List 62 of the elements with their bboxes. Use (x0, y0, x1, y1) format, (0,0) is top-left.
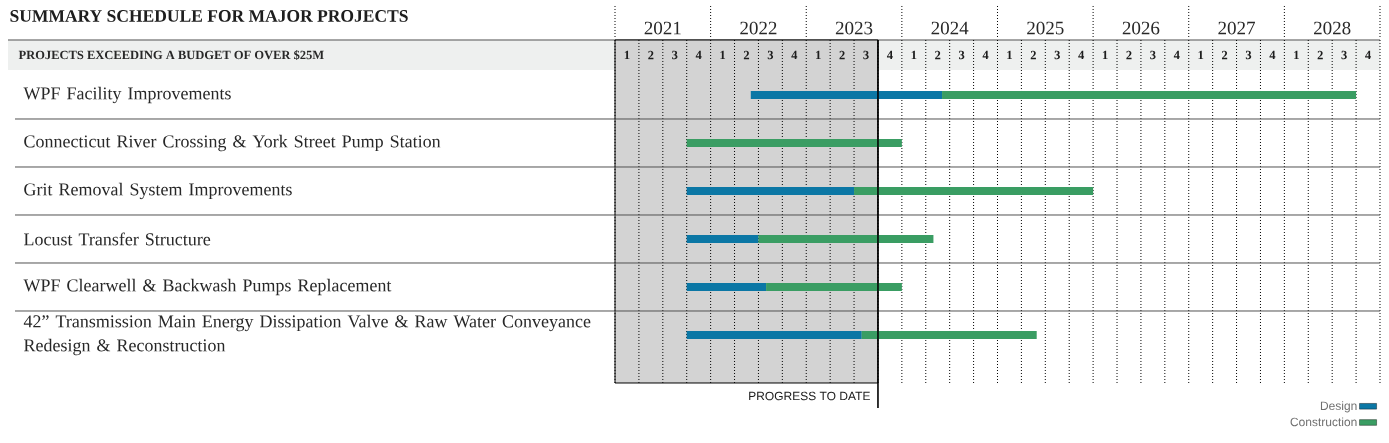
bar (942, 90, 1357, 100)
x-tick-label: 2024 (931, 21, 969, 35)
text: 4 (982, 50, 989, 60)
x-tick-label: 2027 (1218, 21, 1256, 35)
text: 1 (720, 50, 726, 60)
text: 1 (816, 50, 821, 60)
text: 3 (672, 50, 678, 60)
y-tick-label: Connecticut River Crossing & York Street Pump Station (24, 134, 441, 152)
text: 3 (863, 50, 869, 60)
text: 2 (935, 50, 941, 60)
x-tick-label: 2025 (1027, 21, 1064, 35)
y-tick-label: 42” Transmission Main Energy Dissipation Valve & Raw Water Conveyance Redesign & Reconstruction (23, 314, 591, 356)
y-tick-label: Grit Removal System Improvements (24, 182, 292, 200)
bar (861, 330, 1037, 340)
text: 4 (791, 50, 798, 60)
bar (750, 90, 943, 100)
text: 2 (1221, 50, 1228, 60)
y-tick-label: WPF Clearwell & Backwash Pumps Replacement (23, 278, 392, 296)
text: 3 (1150, 50, 1156, 60)
text: 1 (1198, 50, 1204, 60)
text: 4 (695, 50, 702, 60)
text: 3 (1341, 50, 1347, 60)
text: 2 (1030, 50, 1036, 60)
text: 1 (1294, 50, 1299, 60)
legend-label: Design (1320, 401, 1357, 413)
text: 2 (648, 50, 654, 60)
text: 4 (1173, 50, 1180, 60)
text: PROJECTS EXCEEDING A BUDGET OF OVER $25M (18, 49, 324, 60)
ref-line-label: PROGRESS TO DATE (749, 391, 870, 401)
text: 4 (1365, 50, 1371, 60)
text: 4 (886, 50, 893, 60)
x-tick-label: 2026 (1122, 21, 1160, 35)
text: 2 (1126, 50, 1132, 60)
y-tick-label: Locust Transfer Structure (23, 232, 211, 246)
bar (854, 186, 1094, 196)
text: 3 (1054, 50, 1060, 60)
text: 3 (958, 50, 965, 60)
x-tick-label: 2028 (1314, 21, 1351, 35)
bar (686, 186, 855, 196)
bar (686, 234, 759, 244)
bar (686, 282, 767, 292)
bar (766, 282, 902, 292)
text: 4 (1078, 50, 1085, 60)
text: 1 (911, 50, 917, 60)
text: 2 (743, 50, 750, 60)
x-tick-label: 2022 (740, 21, 777, 35)
text: 1 (1007, 50, 1012, 60)
legend-label: Construction (1290, 417, 1357, 427)
x-tick-label: 2021 (644, 21, 681, 35)
text: 1 (1102, 50, 1108, 60)
text: SUMMARY SCHEDULE FOR MAJOR PROJECTS (10, 10, 408, 22)
text: 3 (1245, 50, 1252, 60)
text: 3 (767, 50, 774, 60)
bar (758, 234, 934, 244)
text: 4 (1269, 50, 1276, 60)
text: 1 (624, 50, 630, 60)
bar (686, 330, 862, 340)
text: 2 (839, 50, 845, 60)
y-tick-label: WPF Facility Improvements (23, 86, 231, 104)
x-tick-label: 2023 (835, 21, 873, 35)
text: 2 (1317, 50, 1323, 60)
bar (686, 138, 902, 148)
